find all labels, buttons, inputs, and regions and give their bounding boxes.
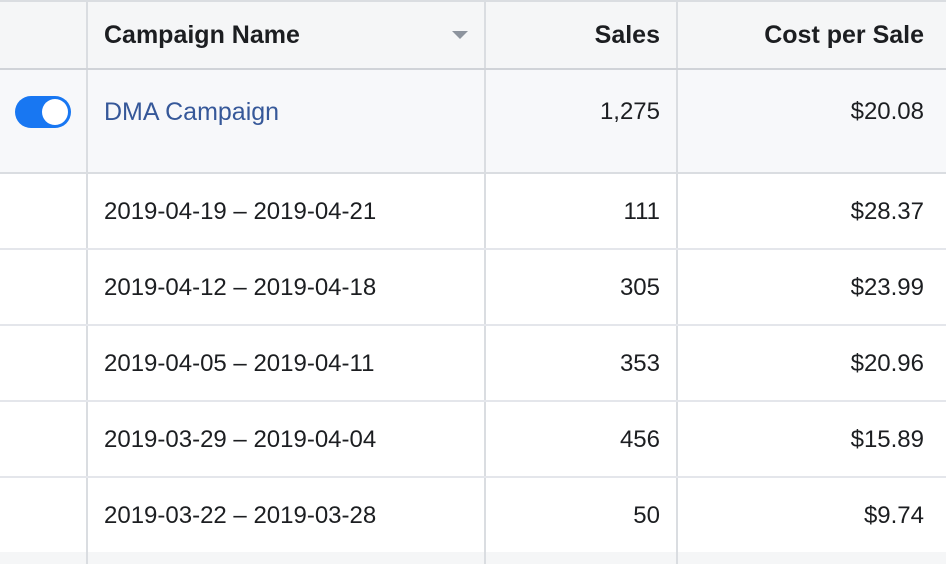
breakdown-range-cell: 2019-03-22 – 2019-03-28 [88, 478, 486, 552]
table-header: Campaign Name Sales Cost per Sale [0, 0, 946, 70]
breakdown-cost-cell: $15.89 [678, 402, 946, 476]
date-range: 2019-03-29 – 2019-04-04 [104, 426, 377, 453]
campaign-row: DMA Campaign 1,275 $20.08 [0, 70, 946, 174]
breakdown-cost-cell: $20.96 [678, 326, 946, 400]
breakdown-range-cell: 2019-03-29 – 2019-04-04 [88, 402, 486, 476]
campaign-cost-per-sale-value: $20.08 [850, 98, 924, 125]
date-range: 2019-04-12 – 2019-04-18 [104, 274, 377, 301]
breakdown-row: 2019-04-12 – 2019-04-18 305 $23.99 [0, 250, 946, 326]
footer-cell [486, 552, 678, 564]
campaign-toggle-cell [0, 70, 88, 172]
breakdown-row: 2019-03-22 – 2019-03-28 50 $9.74 [0, 478, 946, 552]
table-footer-strip [0, 552, 946, 564]
toggle-knob [42, 99, 68, 125]
date-range: 2019-04-05 – 2019-04-11 [104, 350, 375, 377]
footer-cell [0, 552, 88, 564]
column-header-campaign-name[interactable]: Campaign Name [88, 2, 486, 68]
campaign-name-link[interactable]: DMA Campaign [104, 98, 280, 126]
breakdown-row: 2019-04-19 – 2019-04-21 111 $28.37 [0, 174, 946, 250]
sort-down-icon[interactable] [452, 31, 468, 39]
cost-per-sale-value: $9.74 [863, 502, 924, 529]
campaign-toggle[interactable] [15, 96, 71, 128]
footer-cell [88, 552, 486, 564]
cost-per-sale-value: $15.89 [850, 426, 924, 453]
date-range: 2019-03-22 – 2019-03-28 [104, 502, 377, 529]
breakdown-range-cell: 2019-04-12 – 2019-04-18 [88, 250, 486, 324]
breakdown-sales-cell: 353 [486, 326, 678, 400]
cost-per-sale-value: $28.37 [850, 198, 924, 225]
column-header-cost-per-sale-label: Cost per Sale [764, 20, 924, 49]
breakdown-cost-cell: $9.74 [678, 478, 946, 552]
breakdown-cost-cell: $23.99 [678, 250, 946, 324]
footer-cell [678, 552, 946, 564]
breakdown-sales-cell: 50 [486, 478, 678, 552]
breakdown-cost-cell: $28.37 [678, 174, 946, 248]
campaign-cost-per-sale-cell: $20.08 [678, 70, 946, 172]
breakdown-sales-cell: 305 [486, 250, 678, 324]
header-toggle-column [0, 2, 88, 68]
breakdown-spacer-cell [0, 250, 88, 324]
column-header-cost-per-sale[interactable]: Cost per Sale [678, 2, 946, 68]
campaign-name-cell: DMA Campaign [88, 70, 486, 172]
breakdown-row: 2019-04-05 – 2019-04-11 353 $20.96 [0, 326, 946, 402]
sales-value: 50 [633, 502, 660, 529]
column-header-sales[interactable]: Sales [486, 2, 678, 68]
breakdown-range-cell: 2019-04-05 – 2019-04-11 [88, 326, 486, 400]
sales-value: 111 [623, 198, 660, 225]
sales-value: 456 [619, 426, 660, 453]
sales-value: 305 [619, 274, 660, 301]
date-range: 2019-04-19 – 2019-04-21 [104, 198, 377, 225]
breakdown-sales-cell: 111 [486, 174, 678, 248]
breakdown-range-cell: 2019-04-19 – 2019-04-21 [88, 174, 486, 248]
breakdown-row: 2019-03-29 – 2019-04-04 456 $15.89 [0, 402, 946, 478]
campaign-sales-cell: 1,275 [486, 70, 678, 172]
cost-per-sale-value: $20.96 [850, 350, 924, 377]
column-header-campaign-name-label: Campaign Name [104, 20, 300, 49]
column-header-sales-label: Sales [594, 20, 660, 49]
campaign-sales-value: 1,275 [599, 98, 660, 125]
sales-value: 353 [619, 350, 660, 377]
breakdown-spacer-cell [0, 174, 88, 248]
breakdown-spacer-cell [0, 478, 88, 552]
cost-per-sale-value: $23.99 [850, 274, 924, 301]
breakdown-spacer-cell [0, 326, 88, 400]
breakdown-spacer-cell [0, 402, 88, 476]
breakdown-sales-cell: 456 [486, 402, 678, 476]
